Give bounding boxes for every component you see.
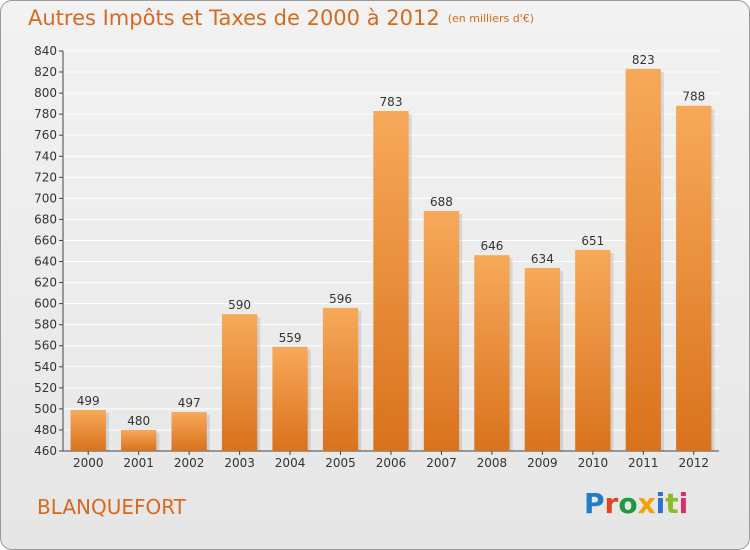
y-tick-label: 560 [34,339,57,353]
city-name: BLANQUEFORT [37,495,186,519]
logo-letter: t [665,487,679,520]
x-tick-label: 2012 [678,456,709,470]
value-label: 499 [77,394,100,408]
y-tick-label: 460 [34,444,57,458]
x-tick-label: 2010 [578,456,609,470]
bar-2010 [575,249,611,451]
value-label: 559 [279,331,302,345]
bar-2000 [70,409,106,451]
bar-2003 [221,314,258,451]
value-label: 480 [127,414,150,428]
x-tick-label: 2011 [628,456,659,470]
value-label: 783 [380,95,403,109]
bar-2008 [474,255,510,451]
bar-2011 [625,68,661,451]
y-tick-label: 840 [34,44,57,58]
value-label: 596 [329,292,352,306]
bar-layer [70,68,715,451]
value-label: 651 [581,234,604,248]
chart-subtitle: (en milliers d'€) [447,12,534,25]
y-tick-label: 540 [34,360,57,374]
x-tick-label: 2005 [325,456,356,470]
value-label: 497 [178,396,201,410]
chart-title: Autres Impôts et Taxes de 2000 à 2012 (en… [28,6,534,30]
y-tick-label: 640 [34,255,57,269]
value-label: 646 [480,239,503,253]
x-tick-label: 2001 [123,456,154,470]
y-tick-label: 720 [34,170,57,184]
logo-letter: P [584,487,605,520]
y-tick-label: 800 [34,86,57,100]
x-tick-label: 2008 [477,456,508,470]
y-tick-label: 660 [34,233,57,247]
x-tick-label: 2004 [275,456,306,470]
logo-letter: o [618,487,638,520]
bar-2006 [373,111,409,451]
y-tick-label: 520 [34,381,57,395]
logo-letter: i [655,487,666,520]
value-label: 823 [632,53,655,67]
axis-layer: 460 480 500 520 540 560 580 600 620 640 660 680 700 7… [34,44,719,470]
y-tick-label: 740 [34,149,57,163]
bar-2004 [272,346,308,451]
label-layer: 499 480 497 590 559 596 783 688 646 634 651 823 788 [77,53,705,428]
x-tick-label: 2000 [73,456,104,470]
bar-2009 [524,267,561,451]
proxiti-logo[interactable]: Proxiti [584,487,688,520]
y-tick-label: 620 [34,276,57,290]
x-tick-label: 2006 [376,456,407,470]
value-label: 634 [531,252,554,266]
bar-2005 [322,307,359,451]
y-tick-label: 760 [34,128,57,142]
value-label: 590 [228,298,251,312]
x-tick-label: 2007 [426,456,457,470]
value-label: 688 [430,195,453,209]
y-tick-label: 680 [34,212,57,226]
chart-title-text: Autres Impôts et Taxes de 2000 à 2012 [28,6,440,30]
y-tick-label: 780 [34,107,57,121]
bar-2002 [171,412,207,451]
y-tick-label: 700 [34,191,57,205]
y-tick-label: 600 [34,297,57,311]
x-tick-label: 2009 [527,456,558,470]
y-tick-label: 820 [34,65,57,79]
y-tick-label: 580 [34,318,57,332]
bar-2001 [121,429,157,451]
bar-2012 [676,105,712,451]
y-tick-label: 480 [34,423,57,437]
logo-letter: i [678,487,689,520]
x-tick-label: 2002 [174,456,205,470]
logo-letter: r [604,487,619,520]
logo-letter: x [637,487,656,520]
y-tick-label: 500 [34,402,57,416]
x-tick-label: 2003 [224,456,255,470]
value-label: 788 [682,90,705,104]
bar-2007 [423,211,460,451]
